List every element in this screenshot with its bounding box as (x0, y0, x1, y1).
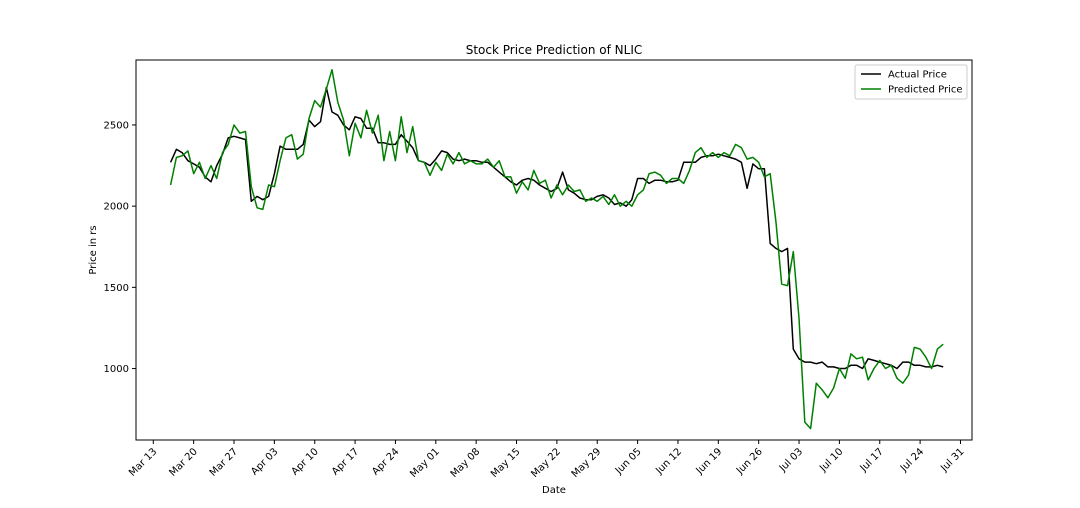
y-tick-label: 2000 (104, 202, 129, 213)
legend: Actual Price Predicted Price (854, 64, 968, 100)
series-line-actual-price (169, 86, 944, 370)
y-axis: 1000 1500 2000 2500 (104, 120, 136, 375)
axes-frame (135, 59, 973, 441)
series-line-predicted-price (169, 68, 944, 430)
y-tick-label: 1000 (104, 364, 129, 375)
legend-box (854, 64, 968, 100)
y-tick-label: 1500 (104, 283, 129, 294)
y-axis-label: Price in rs (88, 225, 99, 274)
x-axis-label: Date (542, 485, 566, 496)
plot-area (169, 68, 944, 430)
legend-label-actual-price: Actual Price (888, 70, 947, 81)
legend-label-predicted-price: Predicted Price (888, 85, 963, 96)
chart-title: Stock Price Prediction of NLIC (466, 43, 643, 57)
y-tick-label: 2500 (104, 120, 129, 131)
